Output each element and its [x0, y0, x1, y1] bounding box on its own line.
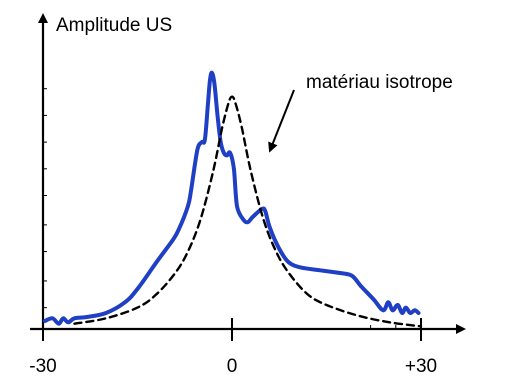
annotation-arrow	[268, 89, 295, 153]
x-tick-label: 0	[227, 356, 238, 377]
annotation-label: matériau isotrope	[306, 72, 453, 93]
measured-curve	[42, 70, 421, 326]
x-tick-label: -30	[29, 356, 56, 377]
y-axis-label: Amplitude US	[56, 15, 172, 36]
x-tick-label: +30	[405, 356, 437, 377]
isotrope-curve	[73, 95, 423, 328]
